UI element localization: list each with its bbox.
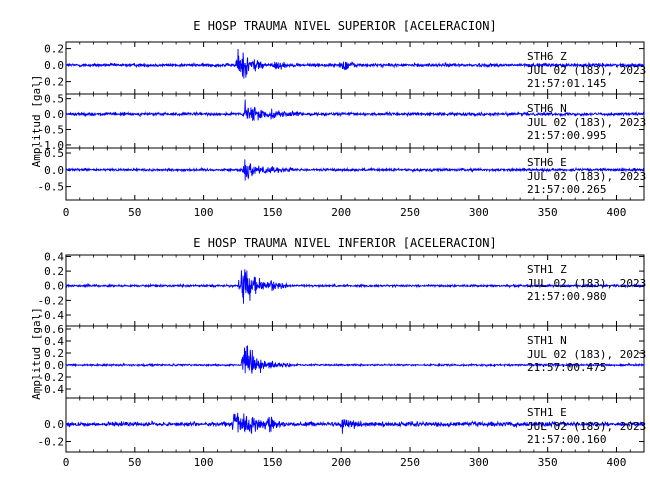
y-tick-label: 0.0	[44, 164, 64, 177]
station-label: STH6 E	[527, 156, 567, 169]
station-label: STH6 Z	[527, 50, 567, 63]
y-tick-label: 0.5	[44, 93, 64, 106]
x-tick-label: 400	[607, 456, 627, 469]
x-tick-label: 300	[469, 456, 489, 469]
x-tick-label: 50	[128, 206, 141, 219]
y-tick-label: 0.2	[44, 265, 64, 278]
y-tick-label: -0.4	[38, 383, 65, 396]
x-tick-label: 100	[194, 206, 214, 219]
x-tick-label: 0	[63, 456, 70, 469]
y-axis-label: Amplitud [gal]	[30, 75, 43, 168]
y-axis-label: Amplitud [gal]	[30, 307, 43, 400]
station-label: STH1 Z	[527, 263, 567, 276]
y-tick-label: 0.0	[44, 418, 64, 431]
y-tick-label: -0.2	[38, 371, 65, 384]
trace-date: JUL 02 (183), 2023	[527, 64, 646, 77]
waveform-line	[65, 99, 645, 122]
y-tick-label: 0.6	[44, 323, 64, 336]
y-tick-label: 0.0	[44, 359, 64, 372]
y-tick-label: 0.0	[44, 108, 64, 121]
y-tick-label: -0.2	[38, 294, 65, 307]
trace-date: JUL 02 (183), 2023	[527, 348, 646, 361]
station-label: STH1 E	[527, 406, 567, 419]
panel-inferior: E HOSP TRAUMA NIVEL INFERIOR [ACELERACIO…	[30, 236, 646, 469]
y-tick-label: -0.2	[38, 436, 65, 449]
waveform-line	[65, 412, 645, 435]
station-label: STH1 N	[527, 334, 567, 347]
y-tick-label: -0.5	[38, 181, 65, 194]
y-tick-label: -0.4	[38, 309, 65, 322]
waveform-line	[65, 345, 645, 374]
trace-time: 21:57:00.995	[527, 129, 606, 142]
x-tick-label: 150	[262, 456, 282, 469]
trace-date: JUL 02 (183), 2023	[527, 170, 646, 183]
y-tick-label: 0.2	[44, 347, 64, 360]
x-tick-label: 350	[538, 206, 558, 219]
waveform-line	[65, 269, 645, 304]
x-tick-label: 0	[63, 206, 70, 219]
x-tick-label: 50	[128, 456, 141, 469]
y-tick-label: 0.4	[44, 250, 64, 263]
x-tick-label: 300	[469, 206, 489, 219]
y-tick-label: 0.4	[44, 335, 64, 348]
y-tick-label: 0.0	[44, 59, 64, 72]
trace-time: 21:57:00.265	[527, 183, 606, 196]
y-tick-label: -0.2	[38, 76, 65, 89]
chart-title: E HOSP TRAUMA NIVEL INFERIOR [ACELERACIO…	[193, 236, 496, 250]
y-tick-label: 0.5	[44, 147, 64, 160]
trace-time: 21:57:01.145	[527, 77, 606, 90]
trace-time: 21:57:00.980	[527, 290, 606, 303]
trace-time: 21:57:00.160	[527, 433, 606, 446]
x-tick-label: 100	[194, 456, 214, 469]
x-tick-label: 250	[400, 206, 420, 219]
trace-time: 21:57:00.475	[527, 361, 606, 374]
waveform-line	[65, 49, 645, 79]
x-tick-label: 200	[331, 456, 351, 469]
waveform-line	[65, 159, 645, 181]
y-tick-label: -1.0	[38, 139, 65, 152]
y-tick-label: 0.2	[44, 43, 64, 56]
x-tick-label: 200	[331, 206, 351, 219]
trace-date: JUL 02 (183), 2023	[527, 420, 646, 433]
chart-title: E HOSP TRAUMA NIVEL SUPERIOR [ACELERACIO…	[193, 19, 496, 33]
trace-date: JUL 02 (183), 2023	[527, 277, 646, 290]
x-tick-label: 150	[262, 206, 282, 219]
x-tick-label: 250	[400, 456, 420, 469]
y-tick-label: -0.5	[38, 123, 65, 136]
station-label: STH6 N	[527, 102, 567, 115]
trace-date: JUL 02 (183), 2023	[527, 116, 646, 129]
x-tick-label: 400	[607, 206, 627, 219]
y-tick-label: 0.0	[44, 280, 64, 293]
x-tick-label: 350	[538, 456, 558, 469]
panel-superior: E HOSP TRAUMA NIVEL SUPERIOR [ACELERACIO…	[30, 19, 646, 219]
